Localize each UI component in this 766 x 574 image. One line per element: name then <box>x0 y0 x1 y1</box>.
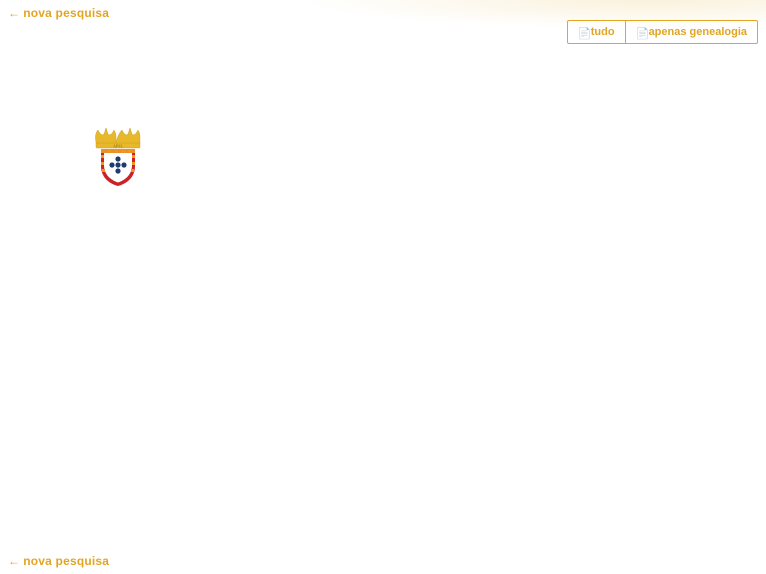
svg-text:APSL: APSL <box>113 144 123 149</box>
